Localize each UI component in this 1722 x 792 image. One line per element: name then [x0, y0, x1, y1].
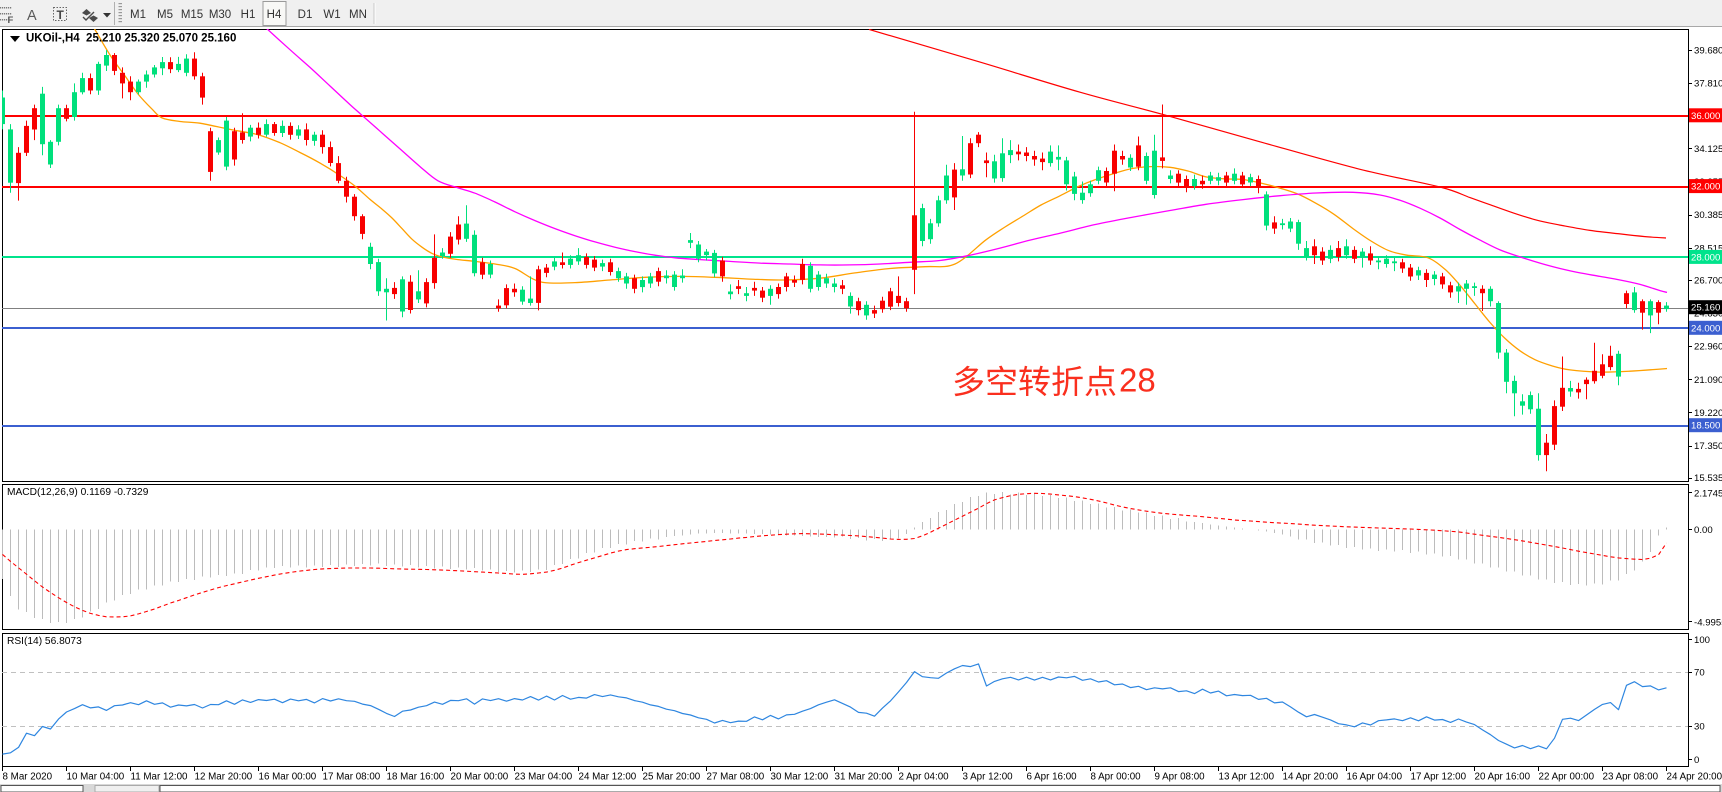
svg-text:20 Mar 00:00: 20 Mar 00:00	[451, 772, 509, 783]
svg-text:RSI(14) 56.8073: RSI(14) 56.8073	[7, 636, 82, 647]
svg-text:25 Mar 20:00: 25 Mar 20:00	[643, 772, 701, 783]
svg-text:70: 70	[1694, 668, 1705, 679]
svg-text:M5: M5	[157, 9, 173, 21]
svg-text:6 Apr 16:00: 6 Apr 16:00	[1027, 772, 1078, 783]
svg-text:MN: MN	[349, 9, 367, 21]
svg-text:27 Mar 08:00: 27 Mar 08:00	[707, 772, 765, 783]
svg-text:F: F	[8, 15, 14, 26]
svg-text:UKOil-,H4 25.210 25.320 25.07: UKOil-,H4 25.210 25.320 25.070 25.160	[26, 33, 236, 45]
svg-text:-4.9955: -4.9955	[1694, 617, 1722, 628]
svg-text:100: 100	[1694, 635, 1710, 646]
svg-text:34.125: 34.125	[1694, 144, 1722, 155]
svg-text:23 Mar 04:00: 23 Mar 04:00	[515, 772, 573, 783]
svg-text:M1: M1	[130, 9, 146, 21]
svg-text:28.515: 28.515	[1694, 243, 1722, 254]
svg-text:23 Apr 08:00: 23 Apr 08:00	[1603, 772, 1659, 783]
svg-text:T: T	[57, 8, 65, 22]
svg-text:9 Apr 08:00: 9 Apr 08:00	[1155, 772, 1206, 783]
svg-text:22.960: 22.960	[1694, 342, 1722, 353]
svg-text:M15: M15	[181, 9, 203, 21]
svg-text:16 Mar 00:00: 16 Mar 00:00	[259, 772, 317, 783]
svg-text:17 Apr 12:00: 17 Apr 12:00	[1411, 772, 1467, 783]
svg-text:18 Mar 16:00: 18 Mar 16:00	[387, 772, 445, 783]
svg-text:12 Mar 20:00: 12 Mar 20:00	[195, 772, 253, 783]
svg-text:2.1745: 2.1745	[1694, 488, 1722, 499]
svg-text:20 Apr 16:00: 20 Apr 16:00	[1475, 772, 1531, 783]
svg-text:25.160: 25.160	[1691, 303, 1720, 314]
svg-text:39.680: 39.680	[1694, 46, 1722, 57]
svg-text:24 Mar 12:00: 24 Mar 12:00	[579, 772, 637, 783]
svg-text:M30: M30	[209, 9, 231, 21]
svg-text:H1: H1	[241, 9, 256, 21]
svg-text:17.350: 17.350	[1694, 441, 1722, 452]
svg-text:30.385: 30.385	[1694, 210, 1722, 221]
svg-text:31 Mar 20:00: 31 Mar 20:00	[835, 772, 893, 783]
svg-text:0.00: 0.00	[1694, 525, 1713, 536]
svg-text:10 Mar 04:00: 10 Mar 04:00	[67, 772, 125, 783]
svg-text:24 Apr 20:00: 24 Apr 20:00	[1667, 772, 1722, 783]
svg-text:H4: H4	[267, 9, 282, 21]
svg-text:21.090: 21.090	[1694, 375, 1722, 386]
svg-text:W1: W1	[323, 9, 340, 21]
svg-text:17 Mar 08:00: 17 Mar 08:00	[323, 772, 381, 783]
svg-text:MACD(12,26,9) 0.1169 -0.7329: MACD(12,26,9) 0.1169 -0.7329	[7, 487, 149, 498]
svg-text:37.810: 37.810	[1694, 79, 1722, 90]
svg-text:30 Mar 12:00: 30 Mar 12:00	[771, 772, 829, 783]
svg-text:14 Apr 20:00: 14 Apr 20:00	[1283, 772, 1339, 783]
svg-text:0: 0	[1694, 755, 1699, 766]
svg-text:28.000: 28.000	[1691, 252, 1720, 263]
svg-text:32.000: 32.000	[1691, 182, 1720, 193]
svg-text:D1: D1	[298, 9, 313, 21]
svg-text:8 Apr 00:00: 8 Apr 00:00	[1091, 772, 1142, 783]
svg-text:11 Mar 12:00: 11 Mar 12:00	[131, 772, 189, 783]
svg-text:22 Apr 00:00: 22 Apr 00:00	[1539, 772, 1595, 783]
svg-text:16 Apr 04:00: 16 Apr 04:00	[1347, 772, 1403, 783]
svg-text:30: 30	[1694, 722, 1705, 733]
svg-text:36.000: 36.000	[1691, 111, 1720, 122]
svg-text:2 Apr 04:00: 2 Apr 04:00	[899, 772, 950, 783]
svg-text:15.535: 15.535	[1694, 473, 1722, 484]
svg-text:18.500: 18.500	[1691, 421, 1720, 432]
svg-text:24.000: 24.000	[1691, 323, 1720, 334]
svg-text:26.700: 26.700	[1694, 276, 1722, 287]
svg-text:13 Apr 12:00: 13 Apr 12:00	[1219, 772, 1275, 783]
svg-text:8 Mar 2020: 8 Mar 2020	[3, 772, 53, 783]
svg-text:3 Apr 12:00: 3 Apr 12:00	[963, 772, 1014, 783]
svg-text:19.220: 19.220	[1694, 408, 1722, 419]
svg-text:A: A	[27, 8, 37, 24]
svg-text:28: 28	[1119, 362, 1156, 399]
